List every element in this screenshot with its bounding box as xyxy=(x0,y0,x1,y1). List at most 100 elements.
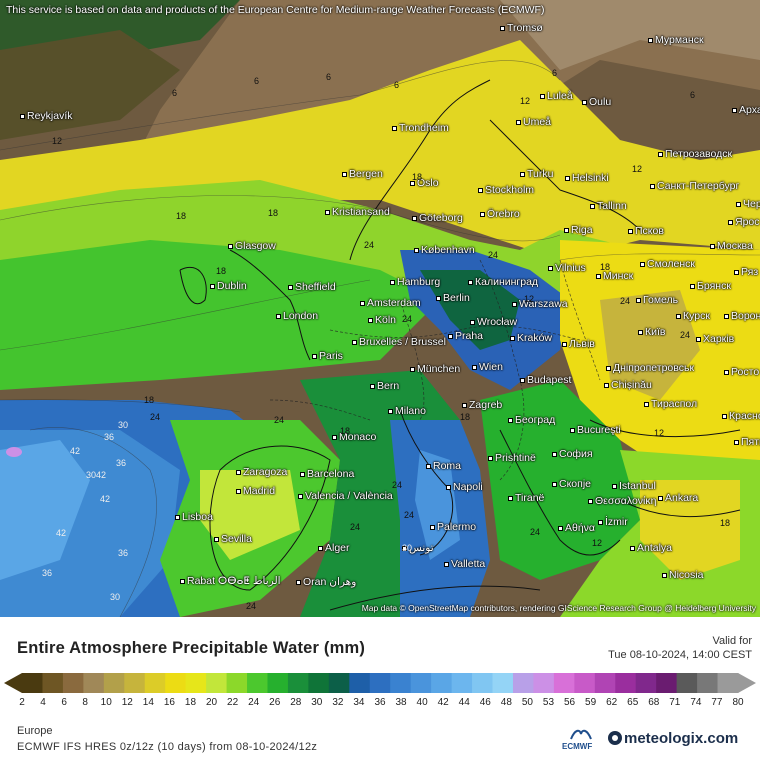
map-attribution[interactable]: Map data © OpenStreetMap contributors, r… xyxy=(361,603,756,613)
colorbar-swatch xyxy=(697,673,719,693)
city-marker-icon xyxy=(210,283,215,289)
city-label: Dublin xyxy=(210,280,247,292)
city-marker-icon xyxy=(606,365,611,371)
city-label: Glasgow xyxy=(228,240,276,252)
city-label: Oslo xyxy=(410,177,439,189)
colorbar-swatch xyxy=(615,673,637,693)
city-marker-icon xyxy=(388,408,393,414)
city-label: Скопје xyxy=(552,478,591,490)
colorbar-tick-label: 30 xyxy=(311,697,323,708)
city-marker-icon xyxy=(500,25,505,31)
ecmwf-logo: ECMWF xyxy=(562,727,602,755)
city-marker-icon xyxy=(588,498,593,504)
city-marker-icon xyxy=(300,471,305,477)
city-name: Valencia / València xyxy=(305,490,393,502)
colorbar-tick-label: 20 xyxy=(205,697,218,708)
city-marker-icon xyxy=(734,439,739,445)
city-label: Amsterdam xyxy=(360,297,421,309)
city-marker-icon xyxy=(508,495,513,501)
isoline-value: 30 xyxy=(110,592,121,602)
city-marker-icon xyxy=(638,329,643,335)
city-label: Barcelona xyxy=(300,468,354,480)
colorbar-swatch xyxy=(247,673,268,693)
valid-time: Tue 08-10-2024, 14:00 CEST xyxy=(608,649,752,661)
city-label: Красно xyxy=(722,410,760,422)
colorbar-swatch xyxy=(574,673,596,693)
city-name: Antalya xyxy=(637,542,673,554)
isoline-value: 24 xyxy=(274,415,285,425)
city-marker-icon xyxy=(540,93,545,99)
isoline-value: 6 xyxy=(394,80,400,90)
colorbar-swatch xyxy=(103,673,125,693)
colorbar-tick-label: 68 xyxy=(648,697,660,708)
city-name: Prishtinë xyxy=(495,452,536,464)
isoline-value: 24 xyxy=(364,240,375,250)
city-label: Örebro xyxy=(480,208,520,220)
isoline-value: 12 xyxy=(52,136,63,146)
city-name: Bergen xyxy=(349,168,383,180)
city-label: Helsinki xyxy=(565,172,609,184)
meteologix-brand[interactable]: meteologix.com xyxy=(608,730,738,747)
city-label: Köln xyxy=(368,314,396,326)
isoline-value: 18 xyxy=(216,266,227,276)
city-label: Turku xyxy=(520,168,553,180)
city-name: Warszawa xyxy=(519,298,568,310)
city-marker-icon xyxy=(360,300,365,306)
city-name: Riga xyxy=(571,224,593,236)
colorbar-tick-label: 6 xyxy=(61,697,67,708)
city-marker-icon xyxy=(430,524,435,530)
city-label: Bern xyxy=(370,380,399,392)
colorbar-swatch xyxy=(165,673,187,693)
city-label: Valencia / València xyxy=(298,490,393,502)
city-name: Bern xyxy=(377,380,400,392)
isoline-value: 12 xyxy=(592,538,603,548)
legend-title: Entire Atmosphere Precipitable Water (mm… xyxy=(17,639,366,657)
city-name: Θεσσαλονίκη xyxy=(595,495,657,507)
city-label: Ворон xyxy=(724,310,760,322)
colorbar-tick-label: 71 xyxy=(669,697,681,708)
isoline-value: 24 xyxy=(530,527,541,537)
city-marker-icon xyxy=(552,481,557,487)
city-name: Oslo xyxy=(417,177,439,189)
city-marker-icon xyxy=(480,211,485,217)
city-name: Tallinn xyxy=(597,200,627,212)
city-name: Αθήνα xyxy=(565,522,596,534)
city-marker-icon xyxy=(276,313,281,319)
city-label: Sevilla xyxy=(214,533,252,545)
isoline-value: 18 xyxy=(412,172,423,182)
city-marker-icon xyxy=(325,209,330,215)
isoline-value: 42 xyxy=(56,528,67,538)
city-name: Санкт-Петербург xyxy=(657,180,740,192)
city-name: Тираспол xyxy=(651,398,698,410)
precipitable-water-map[interactable]: This service is based on data and produc… xyxy=(0,0,760,617)
city-label: Дніпропетровськ xyxy=(606,362,694,374)
city-marker-icon xyxy=(516,119,521,125)
city-name: Tiranë xyxy=(515,492,545,504)
city-label: Львів xyxy=(562,338,595,350)
city-marker-icon xyxy=(236,488,241,494)
isoline-value: 42 xyxy=(100,494,111,504)
colorbar-swatch xyxy=(533,673,555,693)
city-label: Vilnius xyxy=(548,262,586,274)
city-name: Пять xyxy=(741,436,760,448)
isoline-value: 24 xyxy=(392,480,403,490)
colorbar-tick-label: 2 xyxy=(19,697,25,708)
city-label: Napoli xyxy=(446,481,483,493)
city-marker-icon xyxy=(690,283,695,289)
colorbar-max-arrow xyxy=(738,673,756,693)
city-name: Amsterdam xyxy=(367,297,421,309)
city-name: Budapest xyxy=(527,374,572,386)
isoline-value: 6 xyxy=(690,90,696,100)
city-name: Praha xyxy=(455,330,484,342)
city-label: Минск xyxy=(596,270,633,282)
city-name: Napoli xyxy=(453,481,483,493)
city-name: Смоленск xyxy=(647,258,696,270)
city-label: Москва xyxy=(710,240,753,252)
city-name: Luleå xyxy=(547,90,573,102)
city-name: Glasgow xyxy=(235,240,276,252)
city-marker-icon xyxy=(548,265,553,271)
city-label: Reykjavík xyxy=(20,110,73,122)
isoline-value: 24 xyxy=(246,601,257,611)
city-label: Prishtinë xyxy=(488,452,536,464)
city-marker-icon xyxy=(472,364,477,370)
